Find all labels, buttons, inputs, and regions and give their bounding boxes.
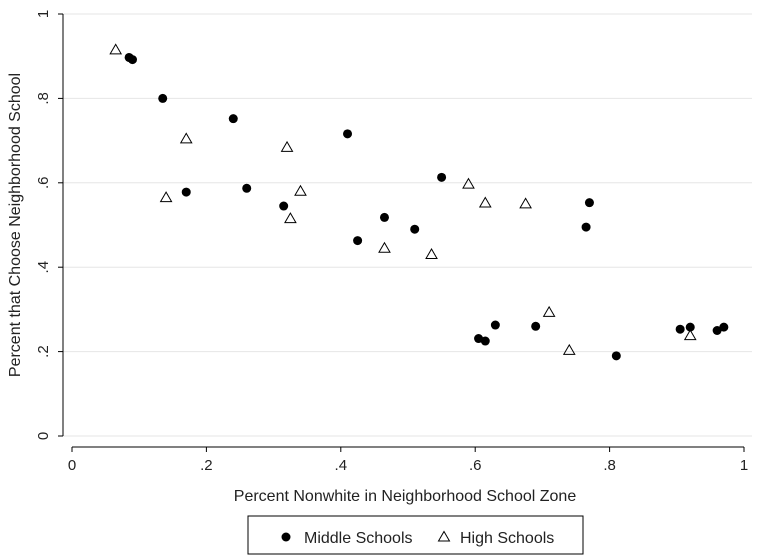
middle-school-point-14 <box>490 320 500 330</box>
middle-school-point-1 <box>127 55 137 65</box>
y-tick-label-3: .6 <box>35 177 52 190</box>
legend-middle-marker <box>281 532 291 542</box>
middle-school-point-20 <box>685 322 695 332</box>
x-axis-title: Percent Nonwhite in Neighborhood School … <box>234 488 577 505</box>
middle-school-point-19 <box>675 324 685 334</box>
high-school-point-6 <box>378 241 391 253</box>
middle-school-point-4 <box>228 114 238 124</box>
high-school-point-11 <box>542 305 556 317</box>
legend-box <box>247 515 584 555</box>
y-ticks: 0 .2 .4 .6 .8 1 <box>35 10 63 440</box>
middle-school-point-13 <box>480 336 490 346</box>
middle-school-point-3 <box>181 187 191 197</box>
high-school-point-4 <box>284 212 297 224</box>
middle-school-point-2 <box>158 93 168 103</box>
y-axis-title: Percent that Choose Neighborhood School <box>7 73 24 377</box>
middle-school-point-15 <box>531 321 541 331</box>
legend-high-label: High Schools <box>460 530 554 547</box>
middle-school-point-17 <box>584 198 594 208</box>
high-school-point-2 <box>179 132 193 144</box>
high-school-point-1 <box>159 191 173 203</box>
middle-school-point-7 <box>343 129 353 139</box>
y-tick-label-1: .2 <box>35 345 52 358</box>
high-school-point-7 <box>425 248 438 260</box>
high-school-point-13 <box>683 329 697 341</box>
high-school-point-12 <box>562 343 576 355</box>
x-tick-label-2: .4 <box>335 457 348 474</box>
y-tick-label-4: .8 <box>35 92 52 105</box>
middle-school-point-6 <box>279 201 289 211</box>
middle-school-point-10 <box>410 224 420 234</box>
middle-school-point-16 <box>581 222 591 232</box>
middle-school-point-22 <box>719 322 729 332</box>
legend-high-marker <box>437 530 451 542</box>
x-tick-label-5: 1 <box>740 457 748 474</box>
middle-school-point-18 <box>611 351 621 361</box>
high-school-point-3 <box>280 140 294 152</box>
high-school-point-10 <box>519 197 532 209</box>
x-tick-label-4: .8 <box>603 457 616 474</box>
middle-school-point-21 <box>712 326 722 335</box>
x-tick-label-0: 0 <box>68 457 76 474</box>
high-school-point-5 <box>294 184 307 196</box>
legend: Middle Schools High Schools <box>247 515 584 555</box>
middle-school-point-8 <box>353 236 363 246</box>
gridlines <box>63 13 752 437</box>
x-tick-label-1: .2 <box>200 457 213 474</box>
y-tick-label-2: .4 <box>35 261 52 274</box>
middle-school-point-11 <box>437 172 447 182</box>
x-tick-label-3: .6 <box>469 457 482 474</box>
x-ticks: 0 .2 .4 .6 .8 1 <box>68 447 748 474</box>
high-school-point-0 <box>109 43 123 55</box>
data-points <box>109 43 729 361</box>
middle-school-point-9 <box>379 212 389 222</box>
high-school-point-9 <box>478 196 492 208</box>
y-tick-label-5: 1 <box>35 10 52 18</box>
legend-middle-label: Middle Schools <box>304 530 413 547</box>
y-tick-label-0: 0 <box>35 432 52 440</box>
high-school-point-8 <box>462 177 475 189</box>
middle-school-point-5 <box>242 183 252 193</box>
